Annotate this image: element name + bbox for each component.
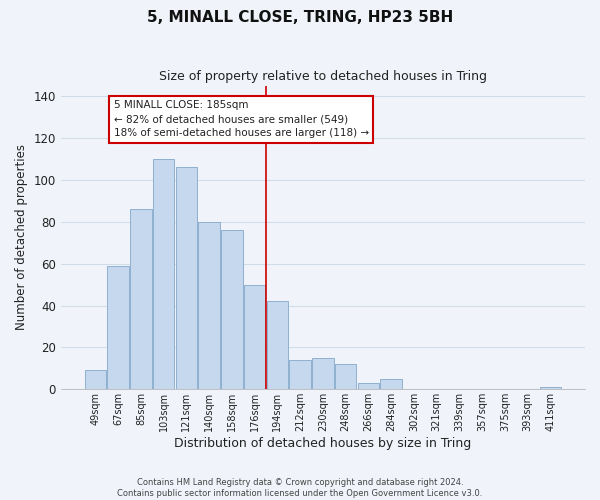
Bar [312, 358, 334, 390]
Bar [176, 168, 197, 390]
Bar [107, 266, 129, 390]
Bar [335, 364, 356, 390]
X-axis label: Distribution of detached houses by size in Tring: Distribution of detached houses by size … [174, 437, 472, 450]
Text: 5 MINALL CLOSE: 185sqm
← 82% of detached houses are smaller (549)
18% of semi-de: 5 MINALL CLOSE: 185sqm ← 82% of detached… [113, 100, 369, 138]
Text: Contains HM Land Registry data © Crown copyright and database right 2024.
Contai: Contains HM Land Registry data © Crown c… [118, 478, 482, 498]
Title: Size of property relative to detached houses in Tring: Size of property relative to detached ho… [159, 70, 487, 83]
Y-axis label: Number of detached properties: Number of detached properties [15, 144, 28, 330]
Text: 5, MINALL CLOSE, TRING, HP23 5BH: 5, MINALL CLOSE, TRING, HP23 5BH [147, 10, 453, 25]
Bar [289, 360, 311, 390]
Bar [358, 383, 379, 390]
Bar [380, 379, 402, 390]
Bar [130, 209, 152, 390]
Bar [199, 222, 220, 390]
Bar [244, 284, 265, 390]
Bar [85, 370, 106, 390]
Bar [266, 302, 288, 390]
Bar [153, 159, 175, 390]
Bar [539, 387, 561, 390]
Bar [221, 230, 243, 390]
